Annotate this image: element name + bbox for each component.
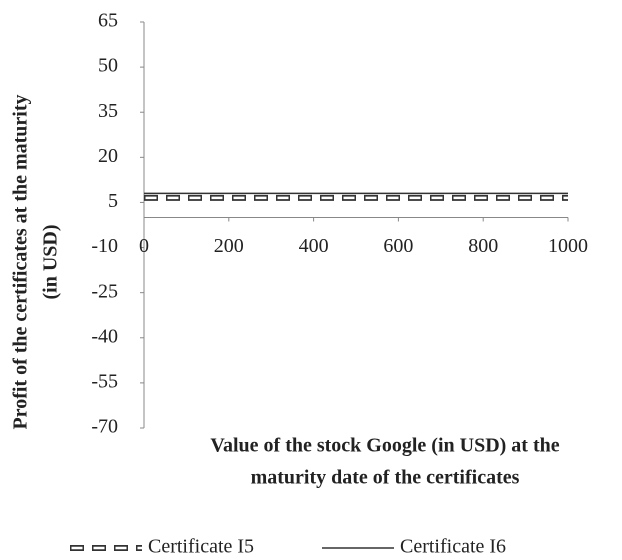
- y-axis-label: Profit of the certificates at the maturi…: [10, 94, 32, 429]
- x-axis-label: Value of the stock Google (in USD) at th…: [210, 435, 559, 457]
- y-axis-label: (in USD): [40, 224, 62, 299]
- x-tick-label: 800: [468, 235, 498, 257]
- y-tick-label: 5: [108, 190, 118, 212]
- x-axis-label: maturity date of the certificates: [251, 467, 520, 489]
- y-tick-label: -55: [91, 370, 118, 392]
- x-tick-label: 400: [299, 235, 329, 257]
- y-tick-label: -40: [91, 325, 118, 347]
- x-tick-label: 0: [139, 235, 149, 257]
- y-tick-label: -25: [91, 280, 118, 302]
- y-tick-label: -10: [91, 235, 118, 257]
- y-tick-label: 65: [98, 10, 118, 32]
- x-tick-label: 600: [383, 235, 413, 257]
- y-tick-label: 35: [98, 100, 118, 122]
- y-tick-label: 50: [98, 55, 118, 77]
- x-tick-label: 1000: [548, 235, 588, 257]
- y-tick-label: 20: [98, 145, 118, 167]
- x-tick-label: 200: [214, 235, 244, 257]
- legend-label: Certificate I6: [400, 536, 506, 558]
- legend-label: Certificate I5: [148, 536, 254, 558]
- y-tick-label: -70: [91, 416, 118, 438]
